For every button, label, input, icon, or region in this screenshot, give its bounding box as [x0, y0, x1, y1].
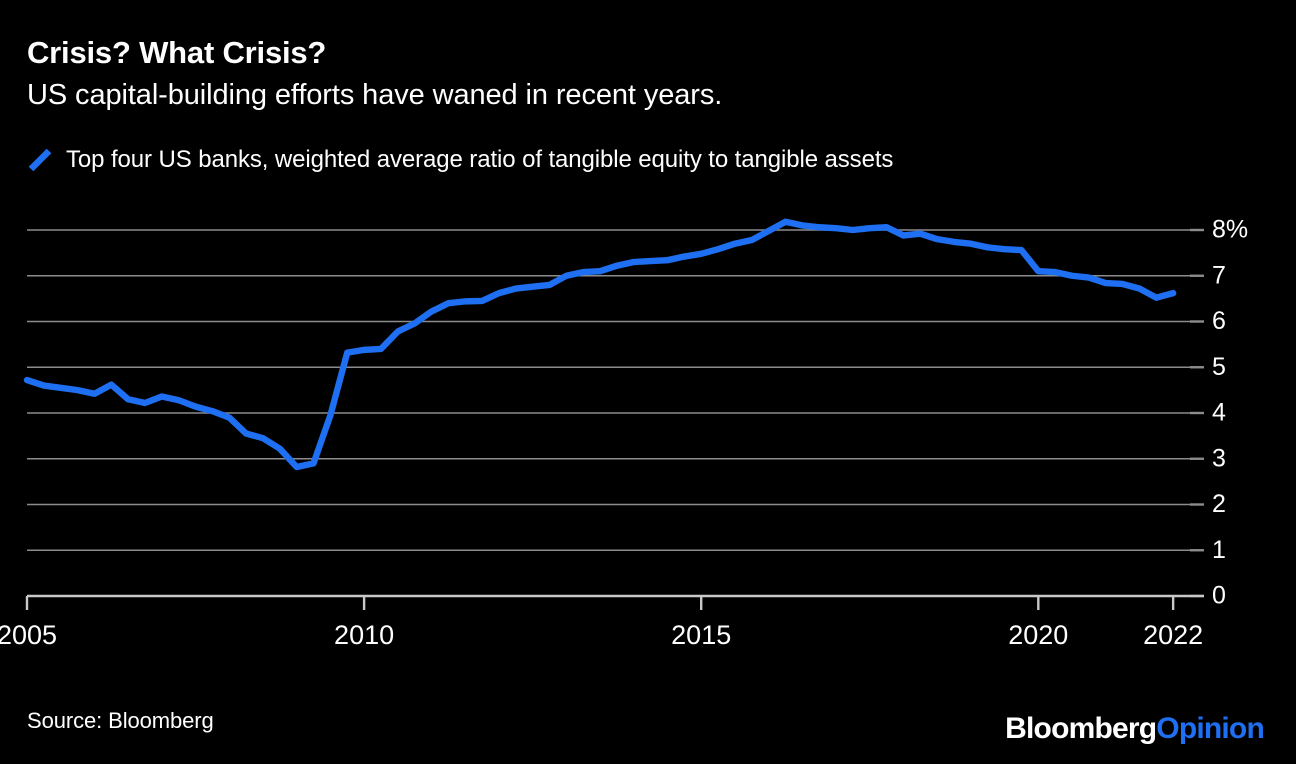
y-axis-tick-label: 7 [1212, 261, 1226, 289]
x-axis-tick-label: 2005 [0, 620, 57, 650]
bloomberg-opinion-logo: BloombergOpinion [1005, 712, 1265, 746]
source-note: Source: Bloomberg [27, 708, 214, 733]
x-axis-tick-label: 2022 [1143, 620, 1203, 650]
y-axis-tick-label: 4 [1212, 399, 1226, 427]
x-axis [25, 594, 1204, 610]
line-chart-svg: 0 1 2 3 4 5 6 7 8% 2005 2010 2015 2020 2022 [0, 216, 1248, 650]
chart-header: Crisis? What Crisis? US capital-building… [27, 34, 1227, 114]
series-line [23, 218, 1177, 471]
x-axis-labels: 2005 2010 2015 2020 2022 [0, 620, 1203, 650]
x-axis-tick-label: 2015 [671, 620, 731, 650]
x-axis-tick-label: 2020 [1008, 620, 1068, 650]
page-title: Crisis? What Crisis? [27, 35, 327, 70]
y-axis-tick-label: 8% [1212, 216, 1248, 244]
y-axis-labels: 0 1 2 3 4 5 6 7 8% [1212, 216, 1248, 610]
brand-name-opinion: Opinion [1156, 712, 1265, 745]
chart-legend: Top four US banks, weighted average rati… [27, 146, 893, 174]
gridlines [27, 229, 1190, 552]
y-axis-tick-label: 5 [1212, 353, 1226, 381]
y-axis-tick-label: 3 [1212, 444, 1226, 472]
y-axis-tick-label: 0 [1212, 582, 1226, 610]
y-axis-tick-label: 2 [1212, 490, 1226, 518]
chart-subtitle: US capital-building efforts have waned i… [27, 79, 723, 111]
legend-item-label: Top four US banks, weighted average rati… [66, 146, 894, 173]
data-series [23, 218, 1177, 471]
diagonal-slash-icon [28, 148, 52, 172]
y-tick-stubs [1190, 228, 1204, 598]
y-axis-tick-label: 6 [1212, 307, 1226, 335]
x-axis-tick-label: 2010 [334, 620, 394, 650]
chart-plot-area: 0 1 2 3 4 5 6 7 8% 2005 2010 2015 2020 2022 [0, 196, 1296, 666]
y-axis-tick-label: 1 [1212, 536, 1226, 564]
brand-name-bloomberg: Bloomberg [1005, 712, 1157, 745]
